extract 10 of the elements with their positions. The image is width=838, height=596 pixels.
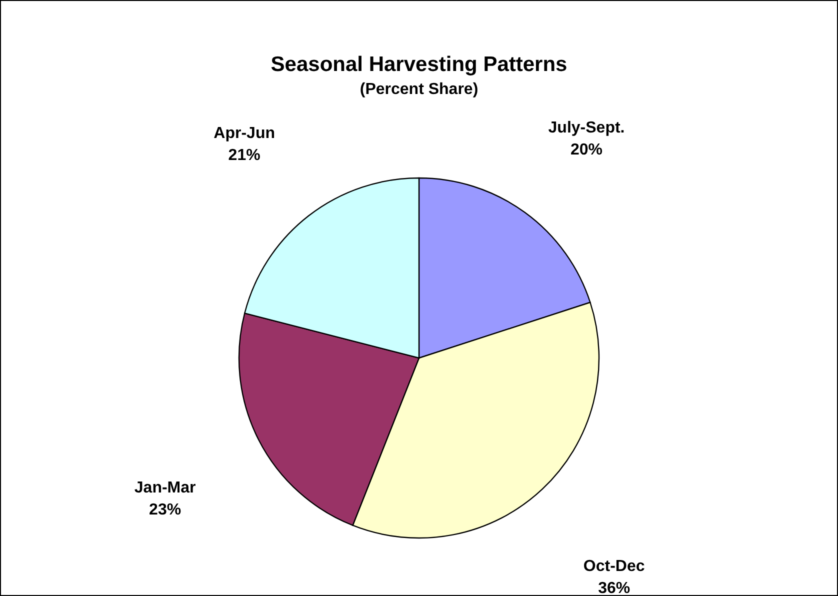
chart-subtitle: (Percent Share): [360, 81, 478, 98]
data-label: 36%: [598, 580, 630, 596]
chart-title: Seasonal Harvesting Patterns: [270, 53, 568, 76]
data-label: 21%: [228, 146, 260, 164]
slice-label: Oct-Dec: [583, 558, 645, 575]
slice-label: Jan-Mar: [134, 479, 196, 496]
slice-label: Apr-Jun: [214, 124, 275, 142]
data-label: 23%: [149, 501, 182, 518]
data-label: 20%: [570, 141, 603, 158]
slice-label: July-Sept.: [548, 119, 625, 136]
